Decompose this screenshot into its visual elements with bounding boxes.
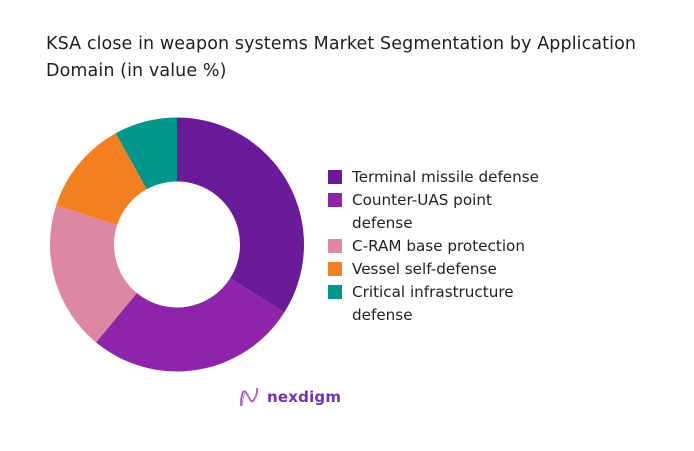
- legend-swatch: [328, 239, 342, 253]
- legend-item-terminal-missile-defense: Terminal missile defense: [328, 166, 588, 189]
- chart-title: KSA close in weapon systems Market Segme…: [46, 34, 637, 81]
- slice-critical-infrastructure-defense: [115, 117, 177, 190]
- nexdigm-logo: nexdigm: [238, 386, 341, 408]
- legend-label: C-RAM base protection: [352, 237, 525, 255]
- legend-swatch: [328, 170, 342, 184]
- legend-swatch: [328, 285, 342, 299]
- nexdigm-wave-icon: [240, 387, 259, 407]
- slice-vessel-self-defense: [56, 133, 147, 226]
- legend-label: Vessel self-defense: [352, 260, 497, 278]
- legend-item-vessel-self-defense: Vessel self-defense: [328, 258, 588, 281]
- legend: Terminal missile defense Counter-UAS poi…: [328, 166, 588, 327]
- legend-swatch: [328, 262, 342, 276]
- legend-label: Critical infrastructure defense: [352, 283, 514, 324]
- donut-slices: [50, 117, 304, 372]
- legend-label: Terminal missile defense: [352, 168, 540, 186]
- slice-terminal-missile-defense: [177, 117, 304, 313]
- slice-c-ram-base-protection: [50, 205, 137, 343]
- logo-text: nexdigm: [267, 388, 342, 406]
- legend-label: Counter-UAS point defense: [352, 191, 492, 232]
- legend-swatch: [328, 193, 342, 207]
- legend-item-critical-infrastructure-defense: Critical infrastructure defense: [328, 281, 588, 327]
- slice-counter-uas-point-defense: [96, 278, 285, 372]
- legend-item-c-ram-base-protection: C-RAM base protection: [328, 235, 588, 258]
- legend-item-counter-uas-point-defense: Counter-UAS point defense: [328, 189, 588, 235]
